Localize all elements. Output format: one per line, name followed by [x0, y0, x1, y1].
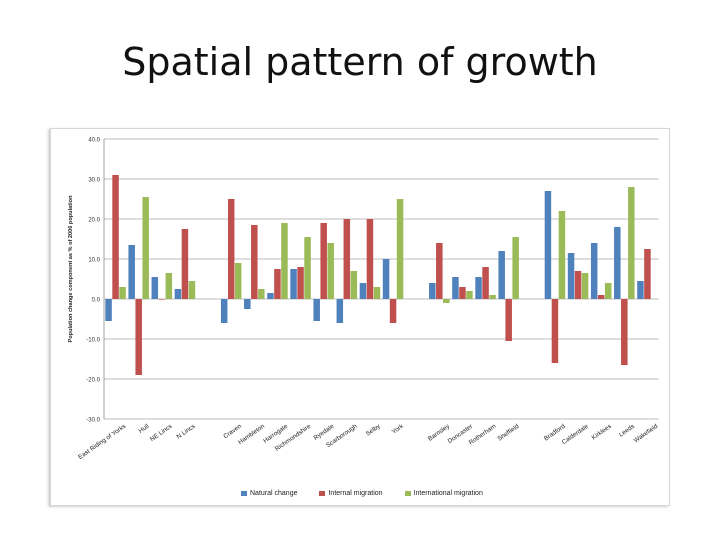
x-tick-label: Hambleton [237, 423, 266, 446]
bar [614, 227, 621, 299]
y-tick-label: 20.0 [88, 218, 100, 224]
bar [482, 267, 489, 299]
bar [258, 289, 265, 299]
legend-item: Natural change [241, 490, 297, 497]
bar [505, 299, 512, 341]
bar [119, 287, 126, 299]
x-tick-label: N Lincs [175, 423, 196, 441]
y-axis-title: Population change component as % of 2006… [68, 195, 74, 343]
bar [343, 219, 351, 299]
bar [151, 277, 159, 299]
bar [320, 223, 327, 299]
bar [128, 245, 135, 299]
bar [436, 243, 443, 299]
x-tick-label: Wakefield [633, 423, 660, 445]
bar [290, 269, 297, 299]
x-tick-label: Sheffield [496, 423, 520, 443]
bar [590, 243, 598, 299]
bar [396, 199, 404, 299]
x-tick-label: Hull [137, 423, 150, 435]
y-tick-label: -20.0 [86, 378, 100, 384]
bar [350, 271, 358, 299]
bar [297, 267, 304, 299]
bar [251, 225, 258, 299]
x-tick-label: East Riding of Yorks [77, 423, 127, 461]
x-tick-label: Calderdale [561, 423, 590, 446]
bar [597, 295, 605, 299]
bar [181, 229, 189, 299]
bar [304, 237, 311, 299]
y-tick-label: 30.0 [88, 178, 100, 184]
bar-chart: 40.0 30.0 20.0 10.0 0.0 -10.0 -20.0 -30.0 Popula… [68, 138, 660, 461]
bar [429, 283, 436, 299]
chart-container: 40.0 30.0 20.0 10.0 0.0 -10.0 -20.0 -30.0 Popula… [50, 128, 670, 506]
bar [373, 287, 381, 299]
bar [281, 223, 288, 299]
bar [512, 237, 519, 299]
y-tick-label: -30.0 [86, 418, 100, 424]
bar [637, 281, 644, 299]
bar [459, 287, 466, 299]
y-tick-label: 0.0 [92, 298, 101, 304]
bar [581, 273, 589, 299]
bar [336, 299, 344, 323]
bar [498, 251, 505, 299]
bar [558, 211, 566, 299]
slide-title: Spatial pattern of growth [122, 40, 598, 84]
bar [135, 299, 142, 375]
bar [359, 283, 367, 299]
legend-label: International migration [413, 490, 483, 497]
bar [574, 271, 582, 299]
x-tick-label: NE Lincs [149, 423, 174, 443]
bar [234, 263, 242, 299]
bar [227, 199, 235, 299]
bar [466, 291, 473, 299]
bar [567, 253, 575, 299]
bar [604, 283, 612, 299]
chart-legend: Natural change Internal migration Intern… [241, 490, 483, 497]
bar [313, 299, 320, 321]
legend-swatch-internal [319, 491, 326, 496]
bar [644, 249, 651, 299]
bar [544, 191, 552, 299]
legend-label: Internal migration [328, 490, 383, 497]
bar [389, 299, 397, 323]
bar [267, 293, 274, 299]
bar [220, 299, 228, 323]
bar [327, 243, 334, 299]
legend-item: International migration [404, 490, 483, 497]
bar [475, 277, 482, 299]
x-tick-label: Kirklees [591, 423, 613, 442]
bar [621, 299, 628, 365]
bar [628, 187, 635, 299]
y-tick-label: -10.0 [86, 338, 100, 344]
legend-swatch-international [404, 491, 411, 496]
bar [244, 299, 251, 309]
y-tick-label: 40.0 [88, 138, 100, 144]
bar [142, 197, 149, 299]
bar [489, 295, 496, 299]
bar [174, 289, 182, 299]
bar [274, 269, 281, 299]
bar [158, 299, 166, 300]
bar [452, 277, 459, 299]
bar [165, 273, 173, 299]
x-tick-label: York [391, 422, 406, 435]
y-tick-label: 10.0 [88, 258, 100, 264]
bar [366, 219, 374, 299]
bar [105, 299, 112, 321]
bar [382, 259, 390, 299]
x-tick-label: Leeds [618, 423, 636, 439]
bar [112, 175, 119, 299]
legend-swatch-natural [241, 491, 247, 496]
x-tick-label: Selby [365, 422, 383, 437]
legend-item: Internal migration [319, 490, 383, 497]
bar [443, 299, 450, 303]
bar [188, 281, 196, 299]
bar [551, 299, 559, 363]
legend-label: Natural change [250, 490, 298, 497]
